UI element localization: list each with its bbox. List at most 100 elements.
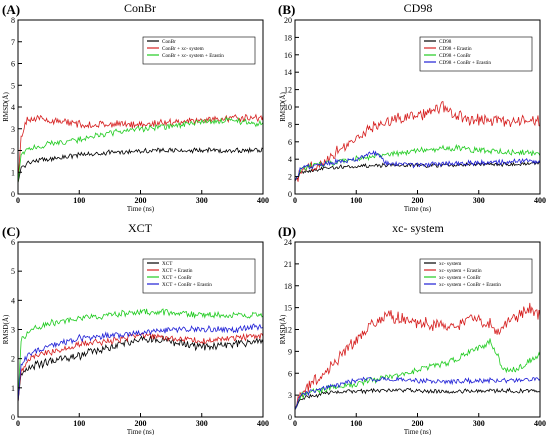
legend-label: xc- system + ConBr + Erastin (439, 282, 501, 288)
y-tick-label: 7 (11, 38, 15, 47)
series-line (295, 376, 540, 410)
x-tick-label: 200 (412, 196, 424, 205)
y-tick-label: 0 (288, 190, 292, 199)
panel-label: (C) (2, 224, 20, 239)
x-tick-label: 100 (350, 196, 362, 205)
chart-panel: (C) XCT 0 100 200 300 400 0 1 2 3 4 5 6 Time (ns) RMSD(… (2, 221, 269, 435)
x-axis-label: Time (ns) (127, 428, 155, 435)
y-tick-label: 2 (288, 173, 292, 182)
y-tick-label: 12 (284, 326, 292, 335)
y-axis-label: RMSD(Å) (2, 92, 10, 122)
series-line (295, 143, 540, 182)
chart-title: ConBr (124, 1, 156, 15)
series-line (295, 387, 540, 410)
y-tick-label: 20 (284, 16, 292, 25)
x-tick-label: 100 (73, 419, 85, 428)
legend-label: XCT + ConBr + Erastin (162, 282, 212, 288)
y-tick-label: 1 (11, 168, 15, 177)
legend-label: ConBr + xc- system + Erastin (162, 53, 224, 59)
legend-box (419, 258, 533, 294)
y-tick-label: 3 (11, 326, 15, 335)
x-tick-label: 200 (412, 419, 424, 428)
series-line (295, 302, 540, 410)
legend-label: CD98 (439, 39, 452, 45)
y-axis-label: RMSD(Å) (279, 314, 287, 344)
x-tick-label: 200 (135, 196, 147, 205)
x-tick-label: 0 (293, 196, 297, 205)
x-axis-label: Time (ns) (127, 205, 155, 213)
series-group (18, 308, 263, 403)
x-tick-label: 300 (196, 196, 208, 205)
legend-label: XCT + ConBr (162, 275, 192, 281)
series-line (18, 115, 263, 184)
y-tick-label: 12 (284, 86, 292, 95)
legend-label: CD98 + Erastin (439, 46, 472, 52)
y-tick-label: 0 (11, 413, 15, 422)
y-tick-label: 4 (288, 155, 292, 164)
y-tick-label: 9 (288, 347, 292, 356)
legend-label: xc- system + Erastin (439, 268, 482, 274)
x-tick-label: 400 (534, 419, 546, 428)
y-tick-label: 5 (11, 267, 15, 276)
y-tick-label: 2 (11, 147, 15, 156)
legend-label: XCT + Erastin (162, 268, 193, 274)
y-tick-label: 0 (288, 413, 292, 422)
series-line (18, 335, 263, 403)
y-tick-label: 18 (284, 282, 292, 291)
legend-box (142, 36, 256, 65)
y-tick-label: 8 (11, 16, 15, 25)
series-line (18, 323, 263, 403)
y-tick-label: 14 (284, 68, 292, 77)
x-tick-label: 300 (473, 419, 485, 428)
series-line (18, 113, 263, 184)
y-tick-label: 6 (288, 138, 292, 147)
series-group (295, 302, 540, 410)
x-tick-label: 400 (534, 196, 546, 205)
series-group (18, 113, 263, 184)
x-tick-label: 0 (293, 419, 297, 428)
y-tick-label: 18 (284, 33, 292, 42)
panel-label: (D) (278, 224, 296, 239)
y-tick-label: 8 (288, 120, 292, 129)
x-tick-label: 200 (135, 419, 147, 428)
y-tick-label: 2 (11, 355, 15, 364)
legend-label: CD98 + ConBr + Erastin (439, 60, 491, 66)
x-tick-label: 0 (16, 419, 20, 428)
y-tick-label: 4 (11, 296, 15, 305)
chart-title: XCT (128, 221, 153, 235)
legend-label: ConBr (162, 39, 176, 45)
y-tick-label: 1 (11, 384, 15, 393)
y-tick-label: 0 (11, 190, 15, 199)
x-tick-label: 400 (257, 196, 269, 205)
legend-label: CD98 + ConBr (439, 53, 471, 59)
chart-panel: (D) xc- system 0 100 200 300 400 0 3 6 9 12 15 18 21 24… (278, 221, 546, 435)
chart-title: CD98 (404, 1, 433, 15)
y-tick-label: 6 (11, 238, 15, 247)
x-tick-label: 300 (473, 196, 485, 205)
y-tick-label: 3 (288, 391, 292, 400)
panel-label: (B) (278, 2, 295, 17)
legend-label: xc- system (439, 261, 461, 267)
series-line (295, 160, 540, 182)
y-tick-label: 6 (288, 369, 292, 378)
chart-title: xc- system (392, 221, 444, 235)
series-line (18, 146, 263, 184)
x-axis-label: Time (ns) (404, 428, 432, 435)
legend-box (142, 258, 256, 294)
legend-label: ConBr + xc- system (162, 46, 204, 52)
panel-label: (A) (2, 2, 20, 17)
series-line (295, 150, 540, 182)
y-tick-label: 10 (284, 103, 292, 112)
x-tick-label: 300 (196, 419, 208, 428)
x-tick-label: 100 (350, 419, 362, 428)
y-tick-label: 16 (284, 51, 292, 60)
series-line (295, 338, 540, 410)
series-line (18, 308, 263, 403)
y-tick-label: 6 (11, 60, 15, 69)
x-tick-label: 400 (257, 419, 269, 428)
